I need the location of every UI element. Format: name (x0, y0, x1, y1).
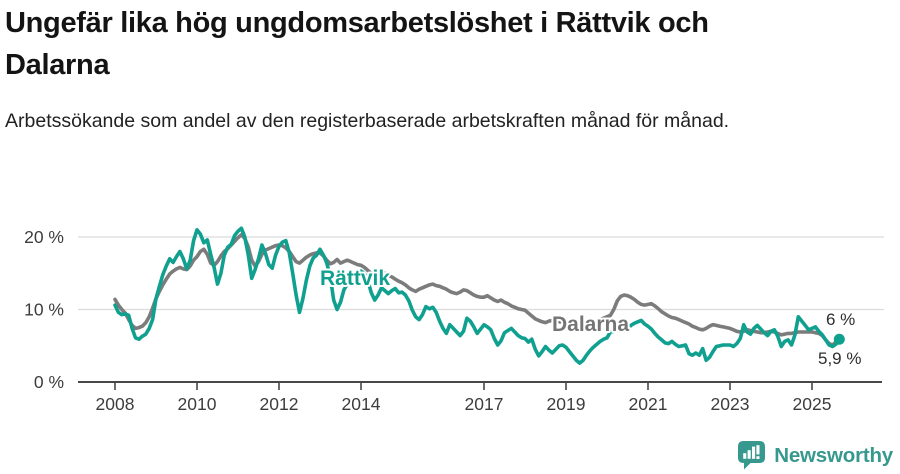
rattvik-line-dashed-segment (613, 327, 629, 334)
y-tick-label-10: 10 % (24, 300, 64, 320)
chart-subtitle: Arbetssökande som andel av den registerb… (5, 110, 730, 133)
x-tick-label-2014: 2014 (342, 394, 381, 414)
rattvik-end-value-label: 5,9 % (818, 349, 861, 368)
x-tick-label-2010: 2010 (178, 394, 217, 414)
logo-bar-tall (752, 446, 756, 459)
x-tick-label-2017: 2017 (465, 394, 504, 414)
logo-exclamation-bar (756, 445, 760, 455)
logo-exclamation-dot (756, 456, 760, 459)
rattvik-series-label: Rättvik (320, 267, 390, 290)
y-tick-label-0: 0 % (34, 372, 64, 392)
page-title-line2: Dalarna (5, 49, 110, 82)
newsworthy-logo-text: Newsworthy (774, 443, 893, 467)
page-title: Ungefär lika hög ungdomsarbetslöshet i R… (5, 2, 893, 86)
rattvik-latest-value-dot (833, 333, 845, 345)
logo-bar-small (743, 453, 747, 459)
x-tick-label-2021: 2021 (629, 394, 668, 414)
dalarna-line (113, 233, 842, 347)
x-tick-label-2023: 2023 (711, 394, 750, 414)
dalarna-series-label: Dalarna (552, 313, 629, 336)
page-title-line1: Ungefär lika hög ungdomsarbetslöshet i R… (5, 7, 709, 39)
chart-header: Ungefär lika hög ungdomsarbetslöshet i R… (5, 2, 893, 136)
x-tick-label-2019: 2019 (547, 394, 586, 414)
x-tick-label-2025: 2025 (793, 394, 832, 414)
y-tick-label-20: 20 % (24, 227, 64, 247)
newsworthy-logo: Newsworthy (737, 440, 893, 471)
x-axis-labels: 2008 2010 2012 2014 2017 2019 2021 2023 2025 (96, 394, 832, 414)
x-tick-label-2012: 2012 (260, 394, 299, 414)
gridlines (78, 236, 884, 311)
y-axis-labels: 0 % 10 % 20 % (24, 227, 64, 392)
logo-bar-medium (747, 450, 751, 459)
rattvik-line-solid-pre (113, 226, 616, 365)
x-tick-label-2008: 2008 (96, 394, 135, 414)
x-axis-ticks (114, 382, 813, 390)
dalarna-end-value-label: 6 % (826, 310, 855, 329)
rattvik-line-solid-post (625, 314, 842, 363)
newsworthy-logo-icon (738, 441, 766, 470)
